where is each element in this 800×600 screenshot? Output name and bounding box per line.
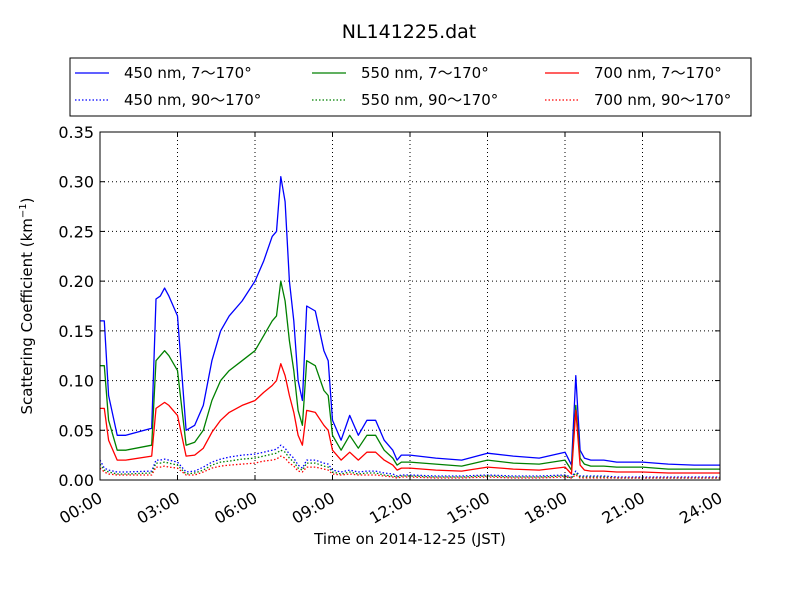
legend-label: 550 nm, 90～170° (361, 91, 498, 109)
y-tick-label: 0.10 (58, 372, 94, 391)
legend-label: 700 nm, 7～170° (594, 64, 722, 82)
series-line-4 (100, 363, 720, 475)
series-lines (99, 176, 720, 479)
chart-title: NL141225.dat (342, 21, 477, 43)
legend-label: 450 nm, 7～170° (124, 64, 252, 82)
legend-frame (69, 57, 752, 117)
y-tick-label: 0.35 (58, 123, 94, 142)
y-axis: 0.00 0.05 0.10 0.15 0.20 0.25 0.30 0.35 (58, 123, 720, 490)
y-axis-label-end: ) (18, 197, 36, 203)
legend-items: 450 nm, 7～170° 550 nm, 7～170° 700 nm, 7～17… (75, 64, 731, 109)
legend-label: 450 nm, 90～170° (124, 91, 261, 109)
grid (100, 132, 720, 480)
y-tick-label: 0.25 (58, 222, 94, 241)
series-line-3 (99, 449, 720, 479)
legend-label: 700 nm, 90～170° (594, 91, 731, 109)
legend-label: 550 nm, 7～170° (361, 64, 489, 82)
y-tick-label: 0.00 (58, 471, 94, 490)
y-tick-label: 0.30 (58, 173, 94, 192)
y-axis-label: Scattering Coefficient (km−1) (18, 197, 36, 414)
y-tick-label: 0.05 (58, 421, 94, 440)
y-tick-label: 0.15 (58, 322, 94, 341)
legend: 450 nm, 7～170° 550 nm, 7～170° 700 nm, 7～17… (69, 57, 752, 117)
y-axis-label-main: Scattering Coefficient (km (18, 218, 36, 414)
y-axis-label-superscript: −1 (18, 203, 29, 218)
x-axis-label: Time on 2014-12-25 (JST) (313, 530, 506, 548)
y-tick-label: 0.20 (58, 272, 94, 291)
